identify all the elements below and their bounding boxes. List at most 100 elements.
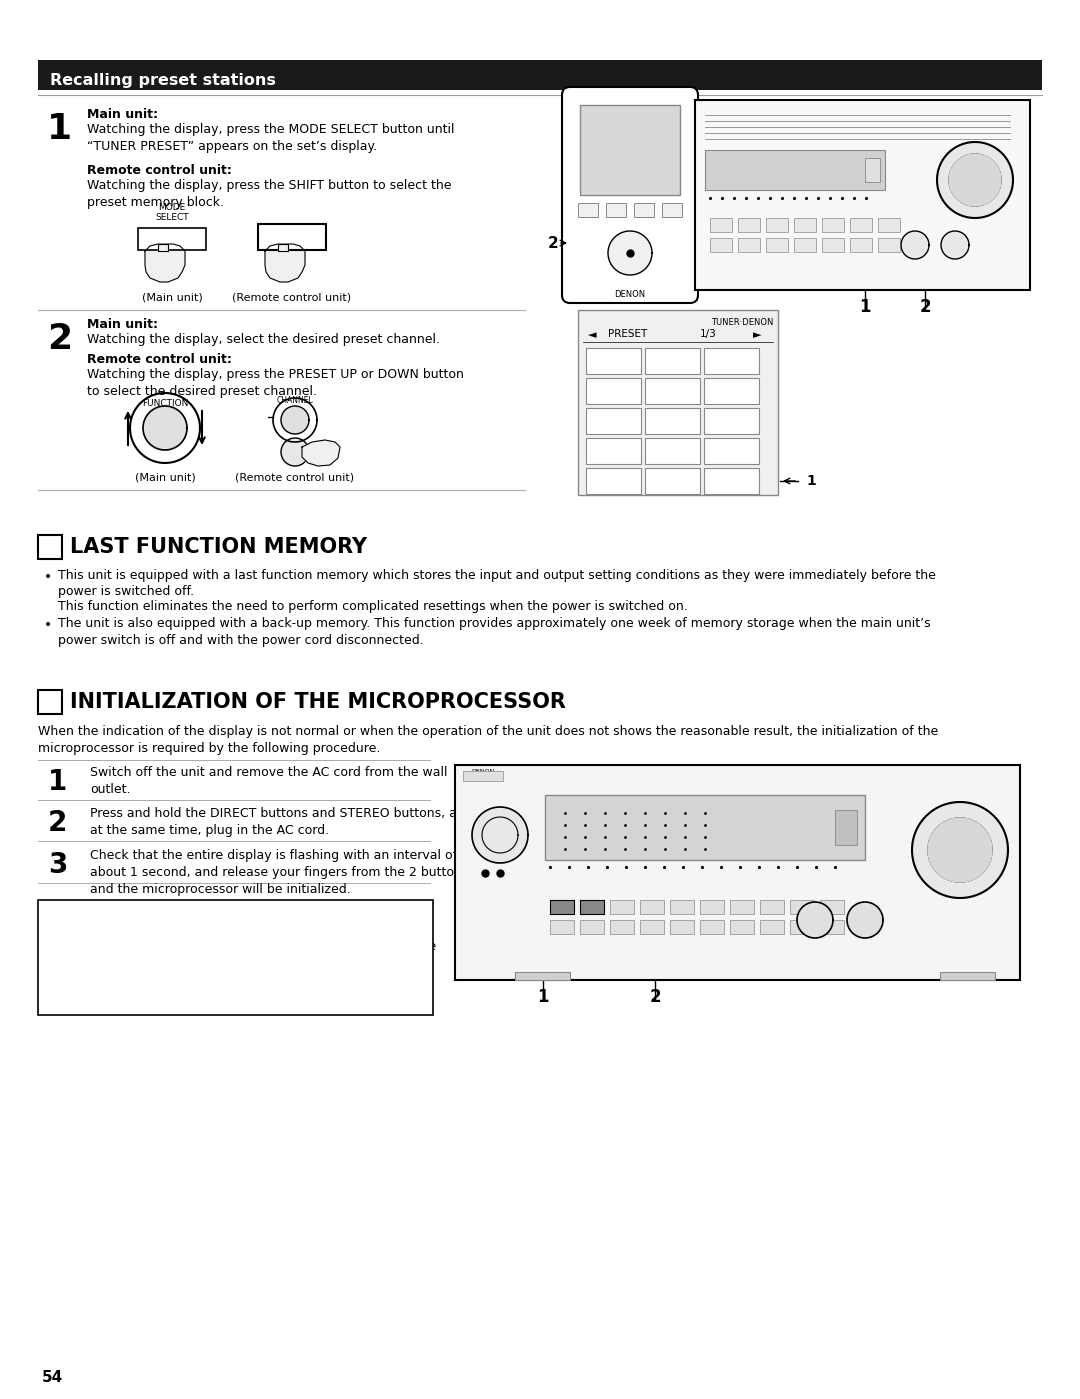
Text: Watching the display, select the desired preset channel.: Watching the display, select the desired…: [87, 333, 440, 346]
Bar: [38, 900, 433, 1016]
Polygon shape: [143, 406, 187, 450]
Text: Remote control unit:: Remote control unit:: [87, 353, 232, 367]
Bar: [704, 469, 759, 494]
Text: SHIFT: SHIFT: [718, 477, 744, 487]
Bar: [645, 348, 700, 374]
Text: Recalling preset stations: Recalling preset stations: [50, 73, 275, 88]
Bar: [606, 203, 626, 217]
Text: 54: 54: [42, 1370, 64, 1385]
Text: Remote control unit:: Remote control unit:: [87, 164, 232, 178]
Polygon shape: [265, 243, 305, 283]
Bar: [38, 690, 62, 713]
Text: The unit is also equipped with a back-up memory. This function provides approxim: The unit is also equipped with a back-up…: [58, 617, 931, 646]
Polygon shape: [949, 154, 1001, 206]
Text: ON/OFF: ON/OFF: [596, 358, 630, 367]
Text: 14: 14: [40, 695, 59, 709]
Bar: [645, 378, 700, 404]
Text: Press and hold the DIRECT buttons and STEREO buttons, and
at the same time, plug: Press and hold the DIRECT buttons and ST…: [90, 807, 473, 837]
Bar: [704, 438, 759, 464]
Bar: [738, 218, 760, 232]
Polygon shape: [472, 807, 528, 863]
Bar: [865, 158, 880, 182]
Text: 1: 1: [537, 988, 549, 1006]
Text: Switch off the unit and remove the AC cord from the wall
outlet.: Switch off the unit and remove the AC co…: [90, 767, 447, 796]
Bar: [645, 409, 700, 434]
Text: •: •: [44, 618, 52, 632]
Text: (Remote control unit): (Remote control unit): [235, 471, 354, 483]
Bar: [704, 409, 759, 434]
Text: MODE
SELECT: MODE SELECT: [156, 203, 189, 222]
Bar: [704, 378, 759, 404]
Bar: [705, 150, 885, 190]
Bar: [820, 921, 843, 935]
Text: 1: 1: [860, 298, 870, 316]
Text: 4: 4: [610, 417, 616, 427]
Bar: [645, 469, 700, 494]
Bar: [550, 900, 573, 914]
Text: Main unit:: Main unit:: [87, 108, 158, 120]
Bar: [580, 921, 604, 935]
Bar: [704, 348, 759, 374]
Text: Watching the display, press the SHIFT button to select the
preset memory block.: Watching the display, press the SHIFT bu…: [87, 179, 451, 208]
Bar: [822, 238, 843, 252]
Polygon shape: [278, 243, 288, 250]
Text: 8: 8: [670, 448, 675, 456]
Bar: [586, 438, 642, 464]
Text: 1: 1: [806, 474, 815, 488]
Text: FUNCTION: FUNCTION: [141, 399, 188, 409]
Text: 2: 2: [48, 322, 72, 355]
Text: (Main unit): (Main unit): [141, 292, 202, 302]
Text: (Main unit): (Main unit): [135, 471, 195, 483]
Text: 2: 2: [649, 988, 661, 1006]
Text: Main unit:: Main unit:: [87, 318, 158, 332]
Text: SHIFT: SHIFT: [271, 232, 312, 245]
Bar: [645, 438, 700, 464]
Bar: [730, 921, 754, 935]
Bar: [640, 921, 664, 935]
Text: LAST FUNCTION MEMORY: LAST FUNCTION MEMORY: [70, 537, 367, 557]
Bar: [610, 921, 634, 935]
Text: •: •: [44, 569, 52, 583]
Bar: [580, 900, 604, 914]
Text: ◄: ◄: [588, 330, 596, 340]
Text: NOTES:: NOTES:: [48, 908, 96, 921]
Bar: [670, 900, 694, 914]
Text: 2: 2: [919, 298, 931, 316]
Bar: [822, 218, 843, 232]
Text: 1: 1: [48, 768, 67, 796]
Text: 6: 6: [728, 417, 734, 427]
Text: power is switched off.: power is switched off.: [58, 585, 194, 597]
Text: When the indication of the display is not normal or when the operation of the un: When the indication of the display is no…: [38, 725, 939, 755]
Bar: [940, 972, 995, 981]
Bar: [820, 900, 843, 914]
Bar: [710, 238, 732, 252]
Polygon shape: [281, 438, 309, 466]
Text: CHANNEL: CHANNEL: [276, 396, 313, 404]
Text: Watching the display, press the MODE SELECT button until
“TUNER PRESET” appears : Watching the display, press the MODE SEL…: [87, 123, 455, 152]
FancyBboxPatch shape: [562, 87, 698, 304]
Bar: [463, 771, 503, 781]
Bar: [794, 238, 816, 252]
Text: PRESET: PRESET: [608, 329, 648, 339]
Bar: [850, 238, 872, 252]
Bar: [455, 765, 1020, 981]
Bar: [550, 921, 573, 935]
Polygon shape: [912, 802, 1008, 898]
Bar: [545, 795, 865, 860]
Polygon shape: [901, 231, 929, 259]
Text: 3: 3: [48, 851, 67, 879]
Bar: [670, 921, 694, 935]
Polygon shape: [847, 902, 883, 937]
Text: ►: ►: [753, 330, 761, 340]
Bar: [710, 218, 732, 232]
Text: • If step 3 does not work, start over from step 1.: • If step 3 does not work, start over fr…: [48, 923, 334, 937]
Text: • If the microprocessor has been reset, all the button settings are
reset to the: • If the microprocessor has been reset, …: [48, 940, 436, 988]
Text: (Remote control unit): (Remote control unit): [232, 292, 352, 302]
Text: 13: 13: [40, 540, 59, 554]
Text: 3: 3: [728, 388, 734, 396]
Text: 5: 5: [670, 417, 675, 427]
Bar: [696, 99, 1030, 290]
Polygon shape: [158, 243, 168, 250]
Text: 2: 2: [48, 809, 67, 837]
Bar: [586, 378, 642, 404]
